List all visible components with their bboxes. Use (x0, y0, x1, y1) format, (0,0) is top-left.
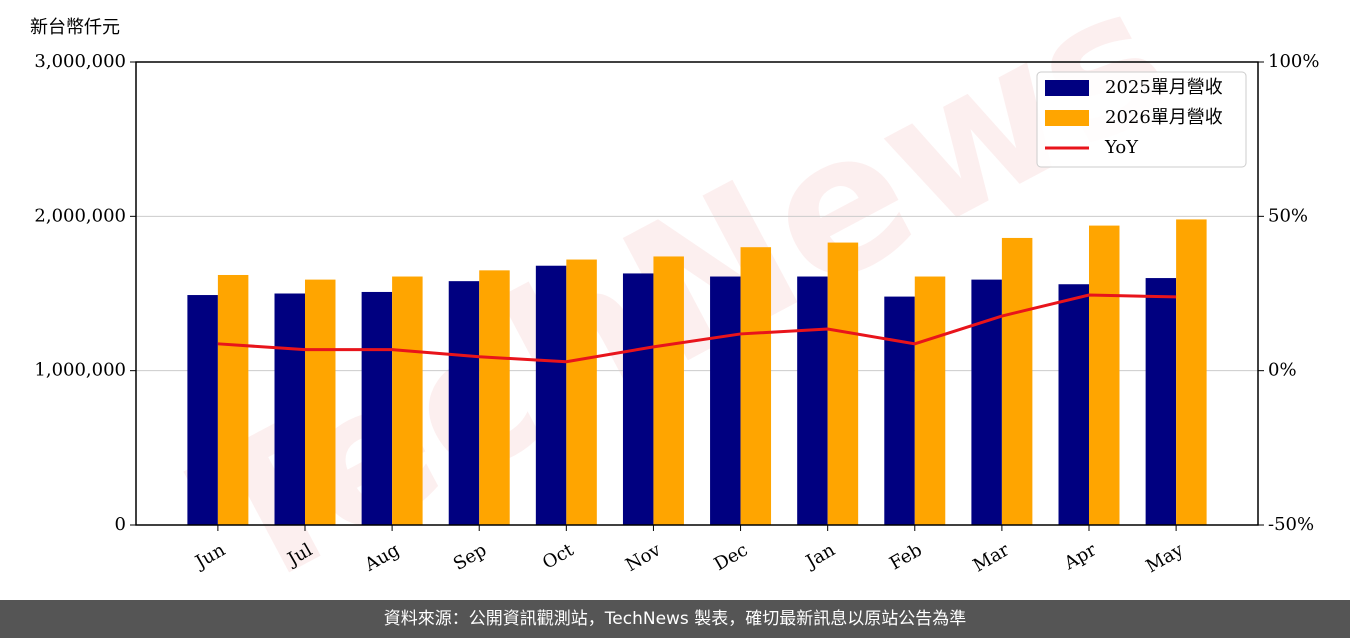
x-tick-label: Apr (1060, 539, 1100, 574)
y-tick-label: 3,000,000 (34, 51, 126, 72)
y2-tick-label: 100% (1268, 51, 1319, 72)
bar (1058, 284, 1090, 525)
x-tick-label: Jan (801, 539, 839, 573)
bar (392, 276, 423, 525)
y-tick-label: 2,000,000 (34, 205, 126, 226)
y2-tick-label: 50% (1268, 205, 1308, 226)
bar (1089, 225, 1120, 526)
bar (884, 296, 915, 525)
footer: 資料來源：公開資訊觀測站，TechNews 製表，確切最新訊息以原站公告為準 (0, 600, 1350, 638)
y2-tick-label: 0% (1268, 360, 1297, 381)
y-axis-label: 新台幣仟元 (30, 17, 120, 38)
bar (187, 295, 218, 525)
legend-box (1036, 71, 1247, 168)
legend-label: YoY (1104, 137, 1139, 158)
bar (1001, 237, 1033, 525)
yoy-line (217, 293, 1177, 364)
bar (304, 279, 336, 525)
bar (827, 242, 859, 525)
bar (361, 291, 393, 525)
bar (622, 273, 654, 525)
x-tick-label: Sep (450, 539, 490, 574)
bar (448, 281, 480, 525)
legend-swatch (1045, 80, 1089, 96)
legend-swatch (1045, 110, 1089, 126)
bar (797, 276, 828, 525)
bar (535, 265, 567, 525)
bar (914, 276, 946, 525)
chart: 新台幣仟元 TechNews01,000,0002,000,0003,000,0… (30, 0, 1319, 600)
bar (740, 247, 772, 525)
x-tick-label: Nov (622, 539, 665, 576)
y2-tick-label: -50% (1268, 514, 1314, 535)
bar (217, 274, 249, 525)
bar (710, 276, 741, 525)
x-tick-label: Mar (970, 539, 1014, 576)
bar (479, 270, 510, 525)
x-tick-label: Dec (711, 539, 752, 575)
legend-label: 2025單月營收 (1105, 77, 1223, 98)
bar (1145, 278, 1177, 525)
plot-frame (135, 61, 1259, 526)
legend-label: 2026單月營收 (1105, 107, 1223, 128)
x-tick-label: May (1143, 539, 1188, 577)
bar (566, 259, 597, 525)
x-tick-label: Feb (886, 539, 926, 574)
y-tick-label: 1,000,000 (34, 360, 126, 381)
x-tick-label: Oct (539, 539, 578, 574)
bar (274, 293, 305, 525)
y-tick-label: 0 (115, 514, 126, 535)
bar (1176, 219, 1207, 526)
bar (653, 256, 684, 525)
